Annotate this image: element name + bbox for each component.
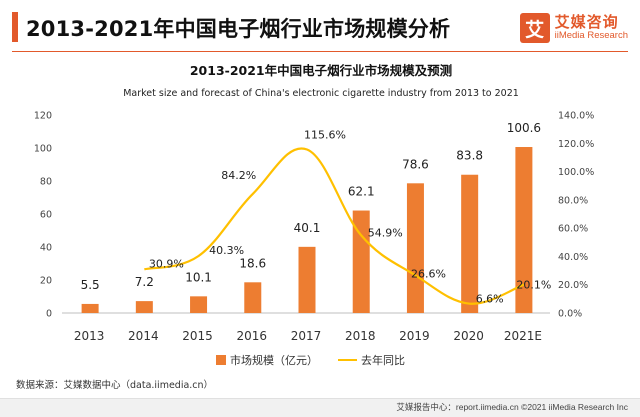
x-tick-label: 2016 [237,329,268,343]
bar [352,210,370,313]
yoy-growth-line [144,147,525,305]
title-accent-bar [12,12,18,42]
chart-legend[interactable]: 市场规模（亿元） 去年同比 [216,353,405,367]
line-value-label: 40.3% [209,244,244,257]
x-tick-label: 2017 [291,329,322,343]
header-divider [12,51,628,52]
bar [190,296,208,313]
right-tick-label: 80.0% [558,195,588,206]
brand-name-en: iiMedia Research [554,29,628,41]
footer-credit: 艾媒报告中心：report.iimedia.cn ©2021 iiMedia R… [396,402,628,412]
brand-logo-icon: 艾 [519,13,550,43]
brand-logo[interactable]: 艾 艾媒咨询 iiMedia Research [519,10,628,46]
legend-label-line: 去年同比 [361,353,405,367]
right-tick-label: 100.0% [558,167,594,178]
right-tick-label: 140.0% [558,111,594,122]
bar [244,282,262,313]
left-tick-label: 80 [40,177,52,188]
legend-swatch-bar [216,355,226,365]
left-axis: 0 20 40 60 80 100 120 [34,111,52,320]
data-source-note: 数据来源：艾媒数据中心（data.iimedia.cn） [16,380,214,391]
left-tick-label: 60 [40,210,52,221]
left-tick-label: 120 [34,111,52,122]
bar-data-labels: 5.5 7.2 10.1 18.6 40.1 62.1 78.6 83.8 100.6 [81,121,542,292]
bar [461,174,479,313]
right-tick-label: 20.0% [558,280,588,291]
x-tick-label: 2019 [399,329,430,343]
line-value-label: 54.9% [368,226,403,239]
bar-value-label: 62.1 [348,185,375,199]
line-value-label: 115.6% [304,129,346,142]
bar-value-label: 7.2 [135,275,154,289]
line-series [144,147,525,305]
bar [406,183,424,313]
x-tick-label: 2020 [453,329,484,343]
brand-name-cn: 艾媒咨询 [554,13,619,32]
line-data-labels: 30.9% 40.3% 84.2% 115.6% 54.9% 26.6% 6.6% 20.1% [149,129,552,306]
right-tick-label: 40.0% [558,252,588,263]
bar-value-label: 5.5 [81,278,100,292]
line-value-label: 30.9% [149,257,184,270]
bar-value-label: 18.6 [239,256,266,270]
bar [135,301,153,313]
x-tick-label: 2014 [128,329,159,343]
bar-value-label: 10.1 [185,270,212,284]
legend-label-bar: 市场规模（亿元） [230,353,318,367]
market-size-chart: 2013-2021年中国电子烟行业市场规模及预测 Market size and… [34,63,594,367]
x-axis: 2013 2014 2015 2016 2017 2018 2019 2020 2021E [74,329,542,343]
x-tick-label: 2015 [182,329,213,343]
line-value-label: 84.2% [221,169,256,182]
line-value-label: 6.6% [476,293,504,306]
x-tick-label: 2013 [74,329,105,343]
bar [515,147,533,313]
bar-value-label: 78.6 [402,157,429,171]
bar-value-label: 83.8 [456,149,483,163]
left-tick-label: 20 [40,276,52,287]
bar [81,303,99,313]
bar-series [81,147,533,313]
bar [298,246,316,313]
left-tick-label: 0 [46,309,52,320]
bar-value-label: 100.6 [507,121,541,135]
x-tick-label: 2021E [504,329,542,343]
chart-title: 2013-2021年中国电子烟行业市场规模及预测 [190,63,452,78]
chart-subtitle: Market size and forecast of China's elec… [123,88,519,99]
line-value-label: 26.6% [411,267,446,280]
right-axis: 0.0% 20.0% 40.0% 60.0% 80.0% 100.0% 120.0% 140.… [558,111,594,320]
footer-bar: 艾媒报告中心：report.iimedia.cn ©2021 iiMedia R… [0,398,640,417]
left-tick-label: 40 [40,243,52,254]
page-title: 2013-2021年中国电子烟行业市场规模分析 [26,17,451,41]
line-value-label: 20.1% [516,279,551,292]
right-tick-label: 120.0% [558,139,594,150]
bar-value-label: 40.1 [294,221,321,235]
left-tick-label: 100 [34,144,52,155]
x-tick-label: 2018 [345,329,376,343]
brand-text: 艾媒咨询 iiMedia Research [554,13,628,41]
right-tick-label: 60.0% [558,224,588,235]
right-tick-label: 0.0% [558,309,582,320]
